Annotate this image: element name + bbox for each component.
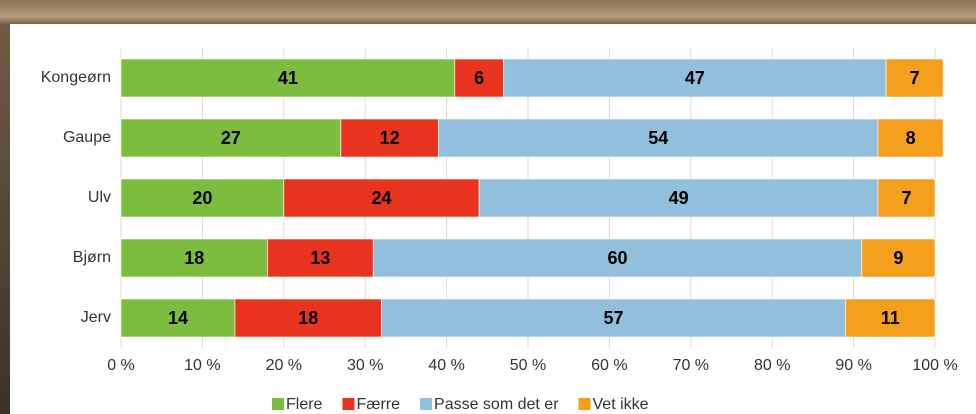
data-label: 9 [893,248,903,268]
data-label: 57 [603,308,623,328]
x-tick-label: 70 % [673,357,709,374]
chart: 0 % 10 % 20 % 30 % 40 % 50 % 60 % 70 % 80 % 90 % 1… [0,0,976,414]
legend-marker [272,398,284,410]
data-label: 41 [278,68,298,88]
data-label: 6 [474,68,484,88]
legend-marker [342,398,354,410]
y-tick-label: Bjørn [73,249,111,266]
legend-label: Færre [356,396,400,413]
x-tick-label: 100 % [912,357,957,374]
data-label: 18 [298,308,318,328]
legend-label: Flere [286,396,323,413]
data-label: 54 [648,128,668,148]
x-tick-label: 10 % [184,357,220,374]
data-label: 7 [910,68,920,88]
data-label: 8 [906,128,916,148]
legend-label: Vet ikke [593,396,649,413]
x-tick-label: 50 % [510,357,546,374]
data-label: 20 [192,188,212,208]
x-tick-label: 80 % [754,357,790,374]
data-label: 11 [881,308,900,328]
y-tick-label: Jerv [81,309,111,326]
data-label: 24 [371,188,391,208]
x-tick-label: 40 % [428,357,464,374]
legend-label: Passe som det er [434,396,559,413]
x-tick-label: 0 % [107,357,135,374]
data-label: 12 [380,128,400,148]
data-label: 27 [221,128,241,148]
x-tick-label: 60 % [591,357,627,374]
page: 0 % 10 % 20 % 30 % 40 % 50 % 60 % 70 % 80 % 90 % 1… [0,0,976,414]
y-tick-label: Kongeørn [41,69,111,86]
y-tick-label: Gaupe [63,129,111,146]
data-label: 18 [184,248,204,268]
data-label: 60 [608,248,628,268]
legend-marker [420,398,432,410]
x-tick-label: 20 % [266,357,302,374]
y-tick-label: Ulv [88,189,111,206]
x-tick-label: 90 % [835,357,871,374]
x-tick-label: 30 % [347,357,383,374]
data-label: 14 [168,308,188,328]
data-label: 47 [685,68,705,88]
data-label: 7 [902,188,912,208]
data-label: 13 [310,248,330,268]
data-label: 49 [669,188,689,208]
legend-marker [579,398,591,410]
